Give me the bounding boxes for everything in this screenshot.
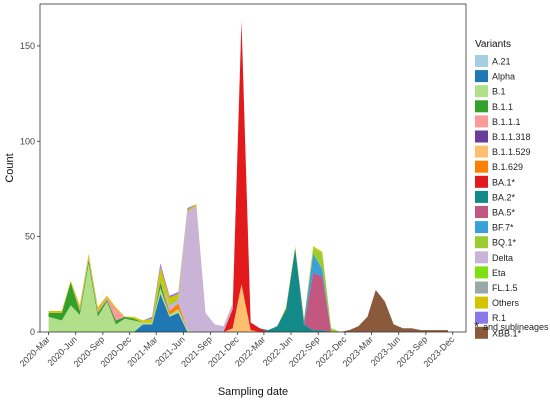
legend-swatch-b-1-1-1	[475, 115, 488, 128]
legend: Variants A.21 Alpha B.1 B.1.1 B.1.1.1 B.1.1.3…	[475, 39, 531, 339]
legend-swatch-b-1-1	[475, 100, 488, 113]
y-tick-label-0: 0	[30, 327, 35, 337]
legend-swatch-bq-1	[475, 236, 488, 249]
legend-label-fl-1-5: FL.1.5	[492, 283, 518, 293]
area-b-1	[48, 263, 449, 332]
legend-label-b-1-1-1: B.1.1.1	[492, 117, 521, 127]
legend-label-b-1-1: B.1.1	[492, 102, 513, 112]
legend-label-ba-1: BA.1*	[492, 177, 516, 187]
footnote-text: and sublineages	[483, 322, 549, 332]
y-tick-label-150: 150	[20, 41, 35, 51]
legend-swatch-ba-5	[475, 206, 488, 218]
legend-label-xbb-1: XBB.1*	[492, 328, 522, 338]
legend-swatch-r-1	[475, 311, 488, 324]
x-axis: 2020-Mar2020-Jun2020-Sep2020-Dec2021-Mar…	[18, 332, 456, 369]
legend-label-ba-2: BA.2*	[492, 192, 516, 202]
legend-swatch-ba-2	[475, 190, 488, 203]
y-tick-label-50: 50	[25, 232, 35, 242]
legend-label-bq-1: BQ.1*	[492, 238, 517, 248]
legend-swatch-bf-7	[475, 221, 488, 234]
legend-swatch-b-1	[475, 85, 488, 98]
legend-swatch-xbb-1	[475, 326, 488, 339]
legend-label-r-1: R.1	[492, 313, 506, 323]
legend-label-eta: Eta	[492, 268, 506, 278]
legend-swatch-fl-1-5	[475, 281, 488, 294]
legend-label-b-1-629: B.1.629	[492, 162, 523, 172]
legend-swatch-b-1-629	[475, 160, 488, 173]
legend-label-ba-5: BA.5*	[492, 208, 516, 218]
legend-swatch-ba-1	[475, 175, 488, 188]
legend-swatch-alpha	[475, 70, 488, 83]
legend-label-alpha: Alpha	[492, 72, 515, 82]
legend-swatch-a-21	[475, 55, 488, 67]
footnote-star: *	[474, 319, 479, 334]
legend-label-b-1-1-318: B.1.1.318	[492, 132, 531, 142]
y-axis-title: Count	[4, 153, 16, 182]
legend-title: Variants	[475, 39, 511, 50]
legend-swatch-delta	[475, 251, 488, 264]
legend-swatch-eta	[475, 266, 488, 279]
plot-frame	[39, 3, 467, 333]
footnote: * and sublineages	[474, 319, 549, 334]
area-layers	[48, 21, 449, 332]
legend-label-delta: Delta	[492, 253, 513, 263]
legend-swatch-others	[475, 296, 488, 309]
legend-label-a-21: A.21	[492, 57, 511, 67]
legend-label-b-1: B.1	[492, 87, 506, 97]
legend-swatch-b-1-1-318	[475, 130, 488, 143]
legend-items: A.21 Alpha B.1 B.1.1 B.1.1.1 B.1.1.318 B.1.1.5…	[475, 55, 531, 339]
x-axis-title: Sampling date	[218, 386, 288, 398]
legend-swatch-b-1-1-529	[475, 145, 488, 158]
legend-label-b-1-1-529: B.1.1.529	[492, 147, 531, 157]
y-tick-label-100: 100	[20, 136, 35, 146]
legend-label-others: Others	[492, 298, 520, 308]
area-ba-1	[48, 21, 449, 332]
y-axis: 0 50 100 150	[20, 41, 40, 337]
legend-label-bf-7: BF.7*	[492, 223, 514, 233]
